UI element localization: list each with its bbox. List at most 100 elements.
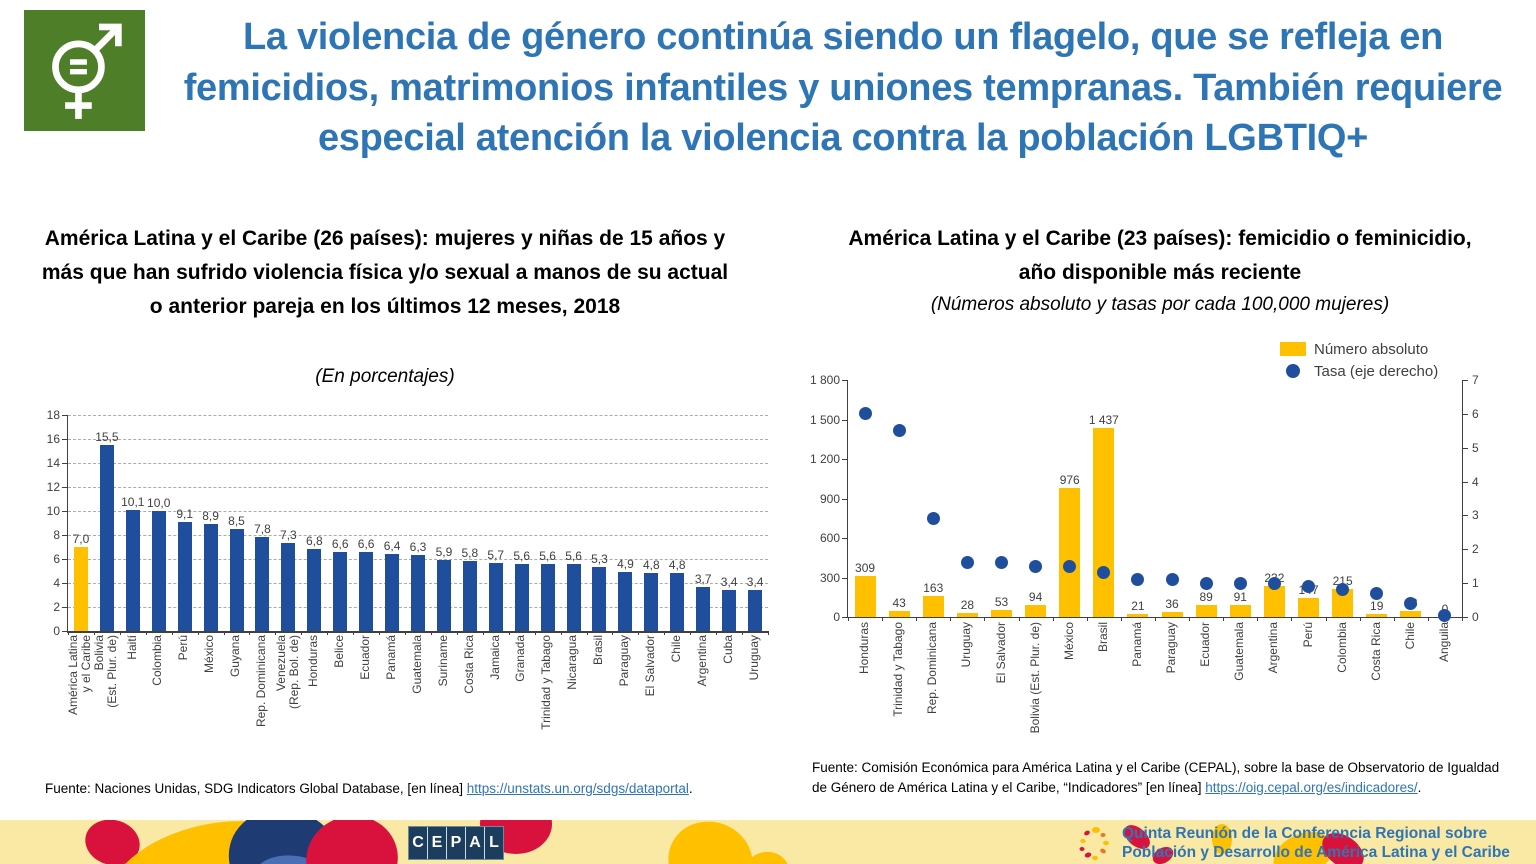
x-axis-label: Perú: [176, 635, 191, 661]
bar-value-label: 309: [855, 561, 876, 576]
bar: [991, 610, 1012, 617]
bar-value-label: 6,6: [331, 536, 349, 551]
x-axis-label: Costa Rica: [1368, 622, 1383, 681]
x-axis-tick: [68, 631, 69, 635]
y-axis-tick: [62, 607, 68, 608]
x-axis-tick: [171, 631, 173, 635]
left-y-axis-tick-label: 1 500: [809, 412, 840, 427]
bar-value-label: 3,7: [694, 571, 712, 586]
x-axis-tick: [768, 631, 769, 635]
left-y-axis-tick: [842, 498, 848, 500]
bar: [1263, 586, 1285, 617]
bar-value-label: 232: [1264, 571, 1285, 586]
rate-dot: [892, 424, 906, 438]
bar: [888, 611, 910, 617]
left-y-axis-tick-label: 900: [819, 491, 840, 506]
bar-value-label: 5,6: [565, 548, 582, 563]
x-axis-tick: [586, 631, 588, 635]
bar-value-label: 5,7: [487, 547, 505, 562]
bar-value-label: 43: [1404, 596, 1418, 611]
decorative-shape: [657, 820, 764, 864]
bar-value-label: 7,3: [280, 528, 297, 543]
right-source-period: .: [1417, 779, 1422, 795]
bar-value-label: 15,5: [95, 430, 119, 444]
gridline: [68, 511, 768, 512]
bar-value-label: 94: [1028, 589, 1043, 604]
bar: [922, 595, 944, 617]
bar: [854, 576, 876, 617]
bar: [1127, 614, 1149, 617]
cepal-logo-letter: E: [427, 827, 446, 859]
sdg5-gender-equality-icon: [24, 10, 145, 131]
rate-dot: [1370, 586, 1384, 600]
x-axis-tick: [508, 631, 510, 635]
bar: [514, 563, 529, 631]
x-axis-label: Paraguay: [617, 635, 632, 687]
x-axis-label: Jamaica: [487, 635, 502, 680]
x-axis-label: Colombia: [1334, 622, 1349, 673]
bar: [1332, 588, 1354, 617]
x-axis-label: Rep. Dominicana: [254, 635, 269, 728]
bar-value-label: 147: [1298, 582, 1319, 597]
bar: [177, 521, 192, 631]
decorative-shape: [1212, 824, 1232, 854]
x-axis-label: Colombia: [150, 635, 165, 686]
legend-label-absolute: Número absoluto: [1314, 340, 1429, 358]
left-source-note: Fuente: Naciones Unidas, SDG Indicators …: [45, 779, 765, 799]
left-y-axis-tick: [842, 419, 848, 421]
left-chart-subtitle: (En porcentajes): [315, 366, 455, 387]
bar: [1229, 605, 1251, 617]
slide-title: La violencia de género continúa siendo u…: [183, 16, 1503, 160]
x-axis-label: El Salvador: [643, 635, 658, 697]
left-y-axis-tick: [842, 538, 848, 539]
y-axis-tick: [62, 535, 68, 536]
right-y-axis-tick-label: 7: [1472, 373, 1479, 387]
rate-dot: [1131, 573, 1145, 587]
bar-value-label: 4,8: [668, 558, 686, 573]
bar-value-label: 6,4: [383, 539, 401, 554]
rate-dot: [1438, 608, 1452, 622]
left-source-link[interactable]: https://unstats.un.org/sdgs/dataportal: [466, 781, 689, 796]
rate-dot: [1165, 573, 1179, 587]
bar: [255, 537, 270, 631]
bar: [670, 573, 685, 631]
right-y-axis-tick-label: 1: [1472, 576, 1479, 591]
conference-title-line2: Población y Desarrollo de América Latina…: [1122, 843, 1510, 861]
x-axis-tick: [664, 631, 666, 635]
bar-value-label: 43: [892, 596, 906, 611]
x-axis-label: Bolivia (Est. Plur. de): [1027, 622, 1042, 734]
x-axis-label: Argentina: [1266, 622, 1281, 674]
bar: [696, 586, 711, 631]
x-axis-label: Trinidad y Tabago: [891, 622, 906, 717]
right-source-link[interactable]: https://oig.cepal.org/es/indicadores/: [1205, 779, 1418, 795]
x-axis-label: Bolivia (Est. Plur. de): [92, 635, 119, 708]
x-axis-label: Guatemala: [1232, 622, 1247, 681]
bar-value-label: 3,4: [720, 575, 738, 590]
x-axis-label: México: [1061, 622, 1076, 661]
y-axis-tick: [62, 559, 68, 560]
x-axis-tick: [1427, 617, 1429, 621]
y-axis-tick-label: 10: [46, 504, 60, 518]
y-axis-tick: [62, 439, 68, 440]
bar-swatch-icon: [1280, 342, 1306, 356]
right-y-axis-tick: [1462, 617, 1468, 618]
left-y-axis-tick-label: 300: [819, 570, 840, 585]
bar: [1059, 488, 1081, 617]
right-source-note: Fuente: Comisión Económica para América …: [812, 758, 1507, 797]
x-axis-tick: [379, 631, 381, 635]
x-axis-tick: [1359, 617, 1361, 621]
x-axis-label: El Salvador: [993, 622, 1008, 684]
bar-value-label: 976: [1059, 473, 1080, 488]
x-axis-label: Panamá: [1129, 622, 1144, 667]
x-axis-tick: [1393, 617, 1395, 621]
x-axis-label: Cuba: [720, 635, 735, 664]
bar-value-label: 8,9: [202, 509, 219, 524]
bar-value-label: 5,8: [461, 546, 479, 561]
x-axis-label: Ecuador: [1198, 622, 1213, 667]
x-axis-tick: [1018, 617, 1020, 621]
y-axis-tick-label: 4: [53, 576, 60, 590]
rate-dot: [1404, 596, 1418, 610]
x-axis-label: Honduras: [857, 622, 872, 675]
